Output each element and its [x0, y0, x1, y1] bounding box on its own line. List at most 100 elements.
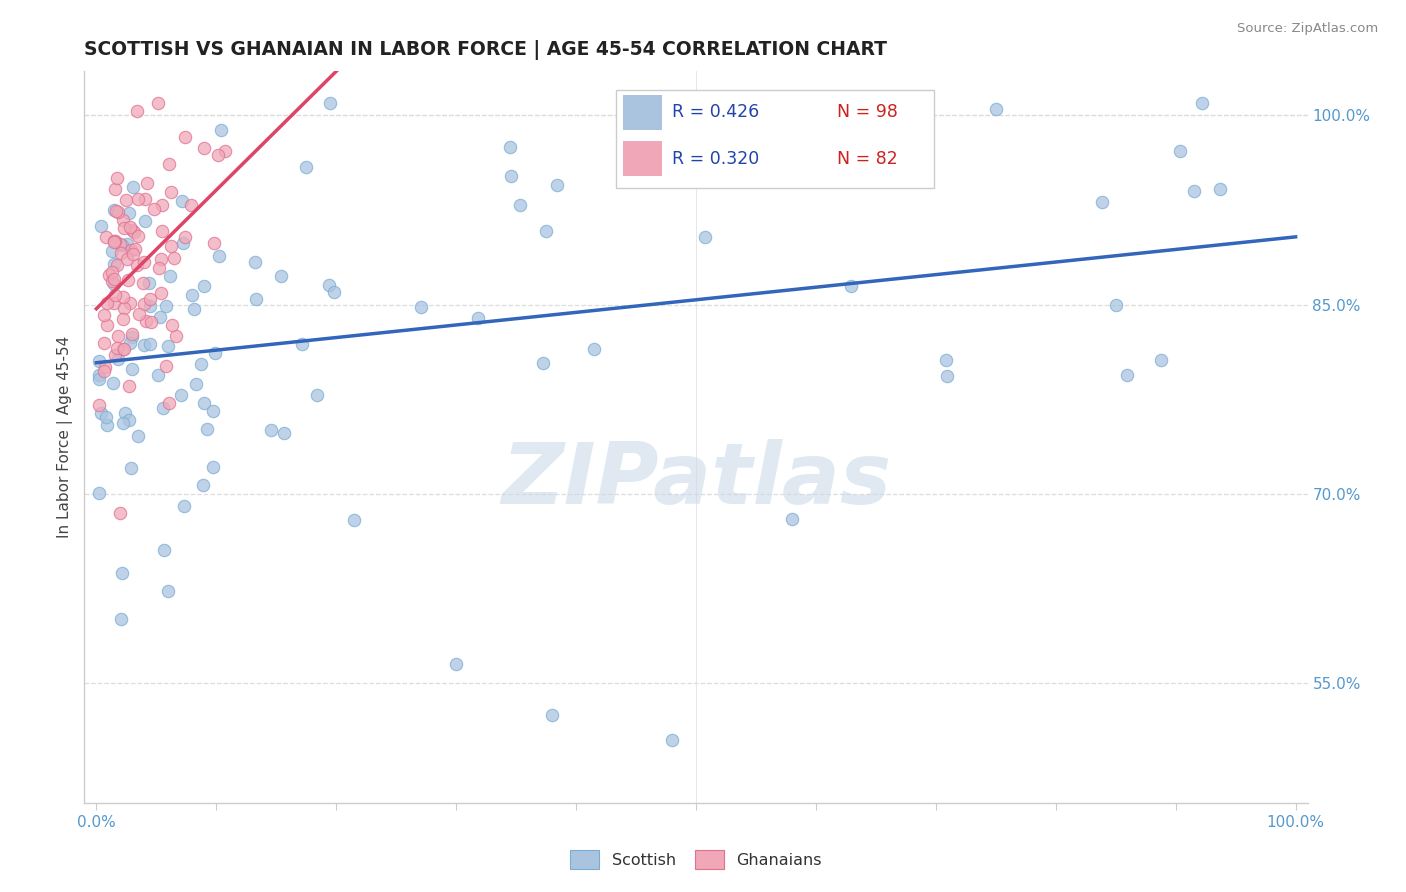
Point [155, 299, 177, 313]
Point [157, 396, 180, 410]
Point [149, 286, 172, 301]
Point [96, 295, 118, 310]
FancyBboxPatch shape [623, 95, 662, 130]
Point [146, 368, 169, 383]
Point [127, 429, 149, 443]
Point [93, 336, 115, 351]
Point [153, 543, 176, 558]
Point [118, 412, 141, 426]
Point [180, 287, 202, 301]
Point [541, 707, 564, 722]
Point [319, 95, 342, 110]
Point [1191, 95, 1213, 110]
Point [110, 612, 132, 626]
Point [190, 357, 212, 371]
Point [111, 289, 134, 303]
Point [202, 459, 225, 474]
Point [110, 246, 132, 260]
Point [157, 583, 180, 598]
Point [112, 342, 135, 356]
Point [141, 315, 163, 329]
Text: R = 0.426: R = 0.426 [672, 103, 759, 120]
Point [159, 239, 181, 253]
Point [90, 219, 112, 233]
Text: Source: ZipAtlas.com: Source: ZipAtlas.com [1237, 22, 1378, 36]
Point [87, 371, 110, 385]
Point [103, 234, 125, 248]
Point [209, 123, 232, 137]
Point [202, 404, 225, 418]
Point [105, 170, 128, 185]
Point [323, 285, 346, 300]
Point [134, 214, 156, 228]
Point [96, 418, 118, 433]
Point [105, 258, 128, 272]
Point [273, 426, 295, 441]
Point [134, 192, 156, 206]
Point [115, 252, 138, 267]
Point [127, 259, 149, 273]
Text: R = 0.320: R = 0.320 [672, 151, 759, 169]
Legend: Scottish, Ghanaians: Scottish, Ghanaians [564, 844, 828, 875]
Point [139, 299, 162, 313]
Point [1150, 352, 1173, 367]
Point [118, 379, 141, 393]
Point [149, 252, 172, 266]
Point [202, 235, 225, 250]
Point [204, 346, 226, 360]
Point [157, 339, 180, 353]
Point [307, 387, 329, 401]
Point [93, 364, 115, 378]
Point [138, 276, 160, 290]
Point [1168, 144, 1191, 158]
Point [114, 193, 136, 207]
Point [128, 307, 150, 321]
Point [121, 330, 143, 344]
Point [111, 342, 134, 356]
Point [159, 269, 181, 284]
Point [270, 269, 292, 284]
Point [841, 279, 863, 293]
Point [546, 178, 568, 192]
Text: ZIPatlas: ZIPatlas [501, 440, 891, 523]
Point [207, 148, 229, 162]
Point [127, 192, 149, 206]
Point [693, 229, 716, 244]
Point [134, 297, 156, 311]
Point [101, 265, 124, 279]
Point [112, 301, 135, 316]
Point [173, 129, 195, 144]
Point [122, 180, 145, 194]
Point [343, 513, 366, 527]
Point [122, 225, 145, 239]
Point [155, 359, 177, 374]
Text: SCOTTISH VS GHANAIAN IN LABOR FORCE | AGE 45-54 CORRELATION CHART: SCOTTISH VS GHANAIAN IN LABOR FORCE | AG… [84, 39, 887, 60]
Point [172, 235, 194, 250]
Point [717, 95, 740, 110]
Text: N = 82: N = 82 [837, 151, 897, 169]
Y-axis label: In Labor Force | Age 45-54: In Labor Force | Age 45-54 [58, 336, 73, 538]
Point [94, 359, 117, 374]
Point [136, 176, 159, 190]
Point [103, 277, 125, 292]
Point [107, 351, 129, 366]
Point [103, 257, 125, 271]
Point [101, 244, 124, 258]
Point [90, 406, 112, 420]
Point [245, 292, 267, 306]
Point [214, 144, 236, 158]
Point [101, 274, 124, 288]
Point [104, 182, 127, 196]
Point [121, 247, 143, 261]
Point [243, 254, 266, 268]
Point [94, 229, 117, 244]
Point [160, 318, 183, 332]
Point [107, 205, 129, 219]
Point [96, 410, 118, 425]
Point [111, 416, 134, 430]
Point [295, 161, 318, 175]
Point [142, 202, 165, 216]
Point [173, 230, 195, 244]
FancyBboxPatch shape [616, 90, 935, 188]
Point [103, 376, 125, 391]
